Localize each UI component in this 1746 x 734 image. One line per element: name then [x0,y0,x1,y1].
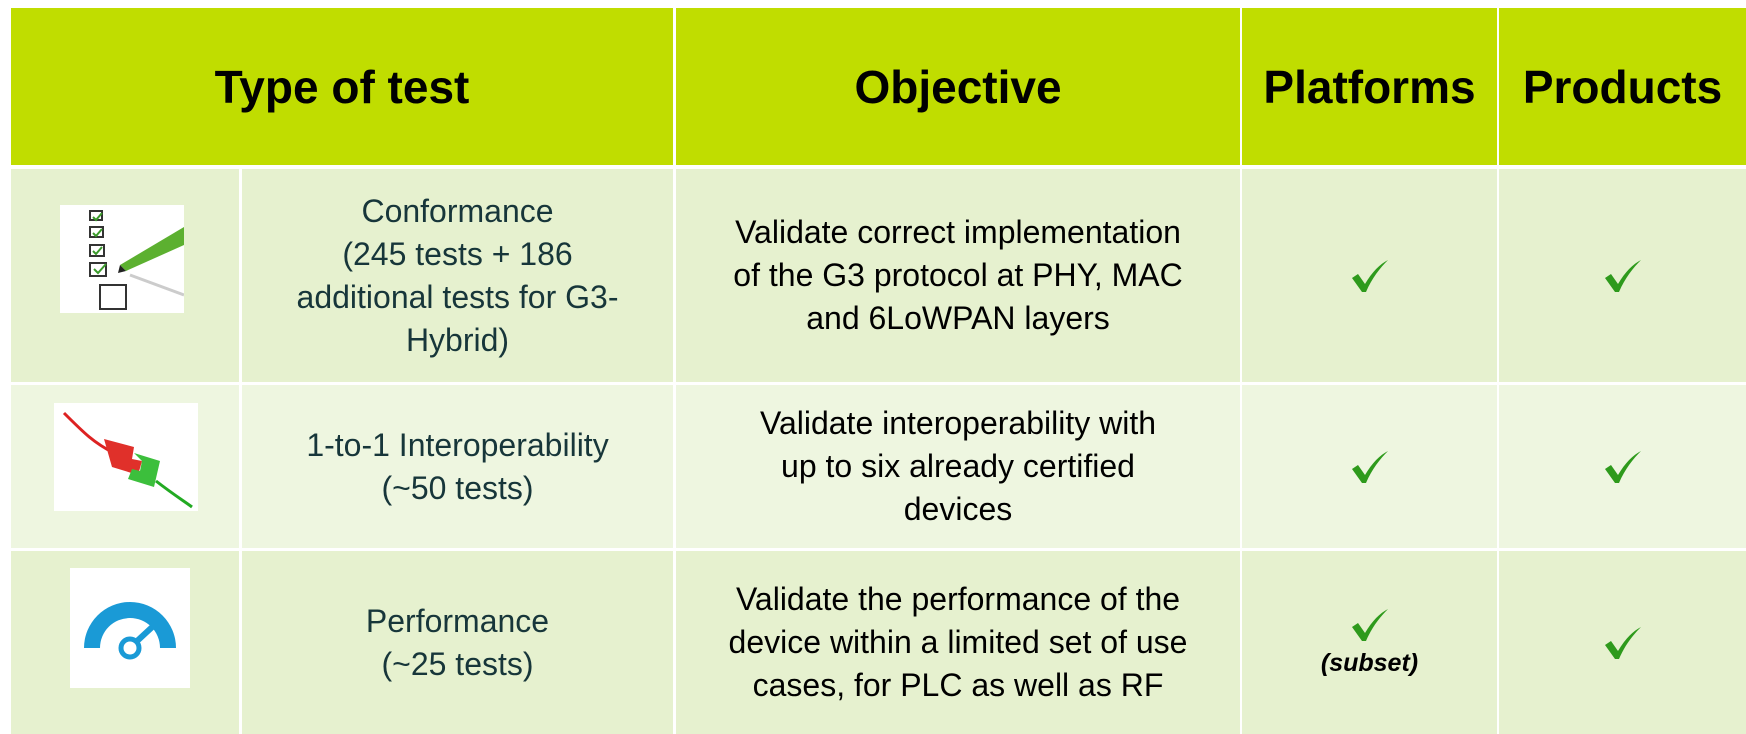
header-cell: Platforms [1242,8,1497,165]
type-line: Conformance [361,192,554,229]
type-cell: Performance (~25 tests) [242,551,673,734]
type-line: (~50 tests) [381,469,534,506]
test-icon [54,403,198,511]
check-icon [1351,450,1388,483]
objective-line: devices [903,491,1013,527]
products-cell [1499,551,1746,734]
objective-cell: Validate interoperability with up to six … [676,385,1240,548]
platforms-note: (subset) [1320,649,1419,677]
objective-line: Validate correct implementation [735,214,1181,250]
platforms-cell [1242,169,1497,382]
objective-line: Validate the performance of the [735,581,1181,617]
type-line: additional tests for G3- [296,278,619,315]
header-cell: Type of test [11,8,673,165]
objective-line: of the G3 protocol at PHY, MAC [733,257,1183,293]
platforms-cell: (subset) [1242,551,1497,734]
products-cell [1499,385,1746,548]
test-icon [70,568,190,688]
platforms-cell [1242,385,1497,548]
test-icon [60,205,185,313]
type-line: 1-to-1 Interoperability [306,426,609,463]
type-cell: 1-to-1 Interoperability (~50 tests) [242,385,673,548]
objective-line: and 6LoWPAN layers [806,300,1110,336]
check-icon [1351,609,1388,641]
objective-line: up to six already certified [781,448,1135,484]
check-icon [1351,259,1388,292]
type-line: Performance [365,602,550,639]
objective-line: device within a limited set of use [728,624,1188,660]
type-line: (~25 tests) [381,645,534,682]
type-line: Hybrid) [405,321,510,358]
type-line: (245 tests + 186 [342,235,573,272]
objective-line: Validate interoperability with [759,405,1157,441]
header-cell: Products [1499,8,1746,165]
header-cell: Objective [676,8,1240,165]
objective-cell: Validate the performance of the device wi… [676,551,1240,734]
objective-cell: Validate correct implementation of the G3… [676,169,1240,382]
check-icon [1604,626,1641,659]
type-cell: Conformance (245 tests + 186 additional te… [242,169,673,382]
check-icon [1604,259,1641,292]
check-icon [1604,450,1641,483]
products-cell [1499,169,1746,382]
objective-line: cases, for PLC as well as RF [752,667,1164,703]
